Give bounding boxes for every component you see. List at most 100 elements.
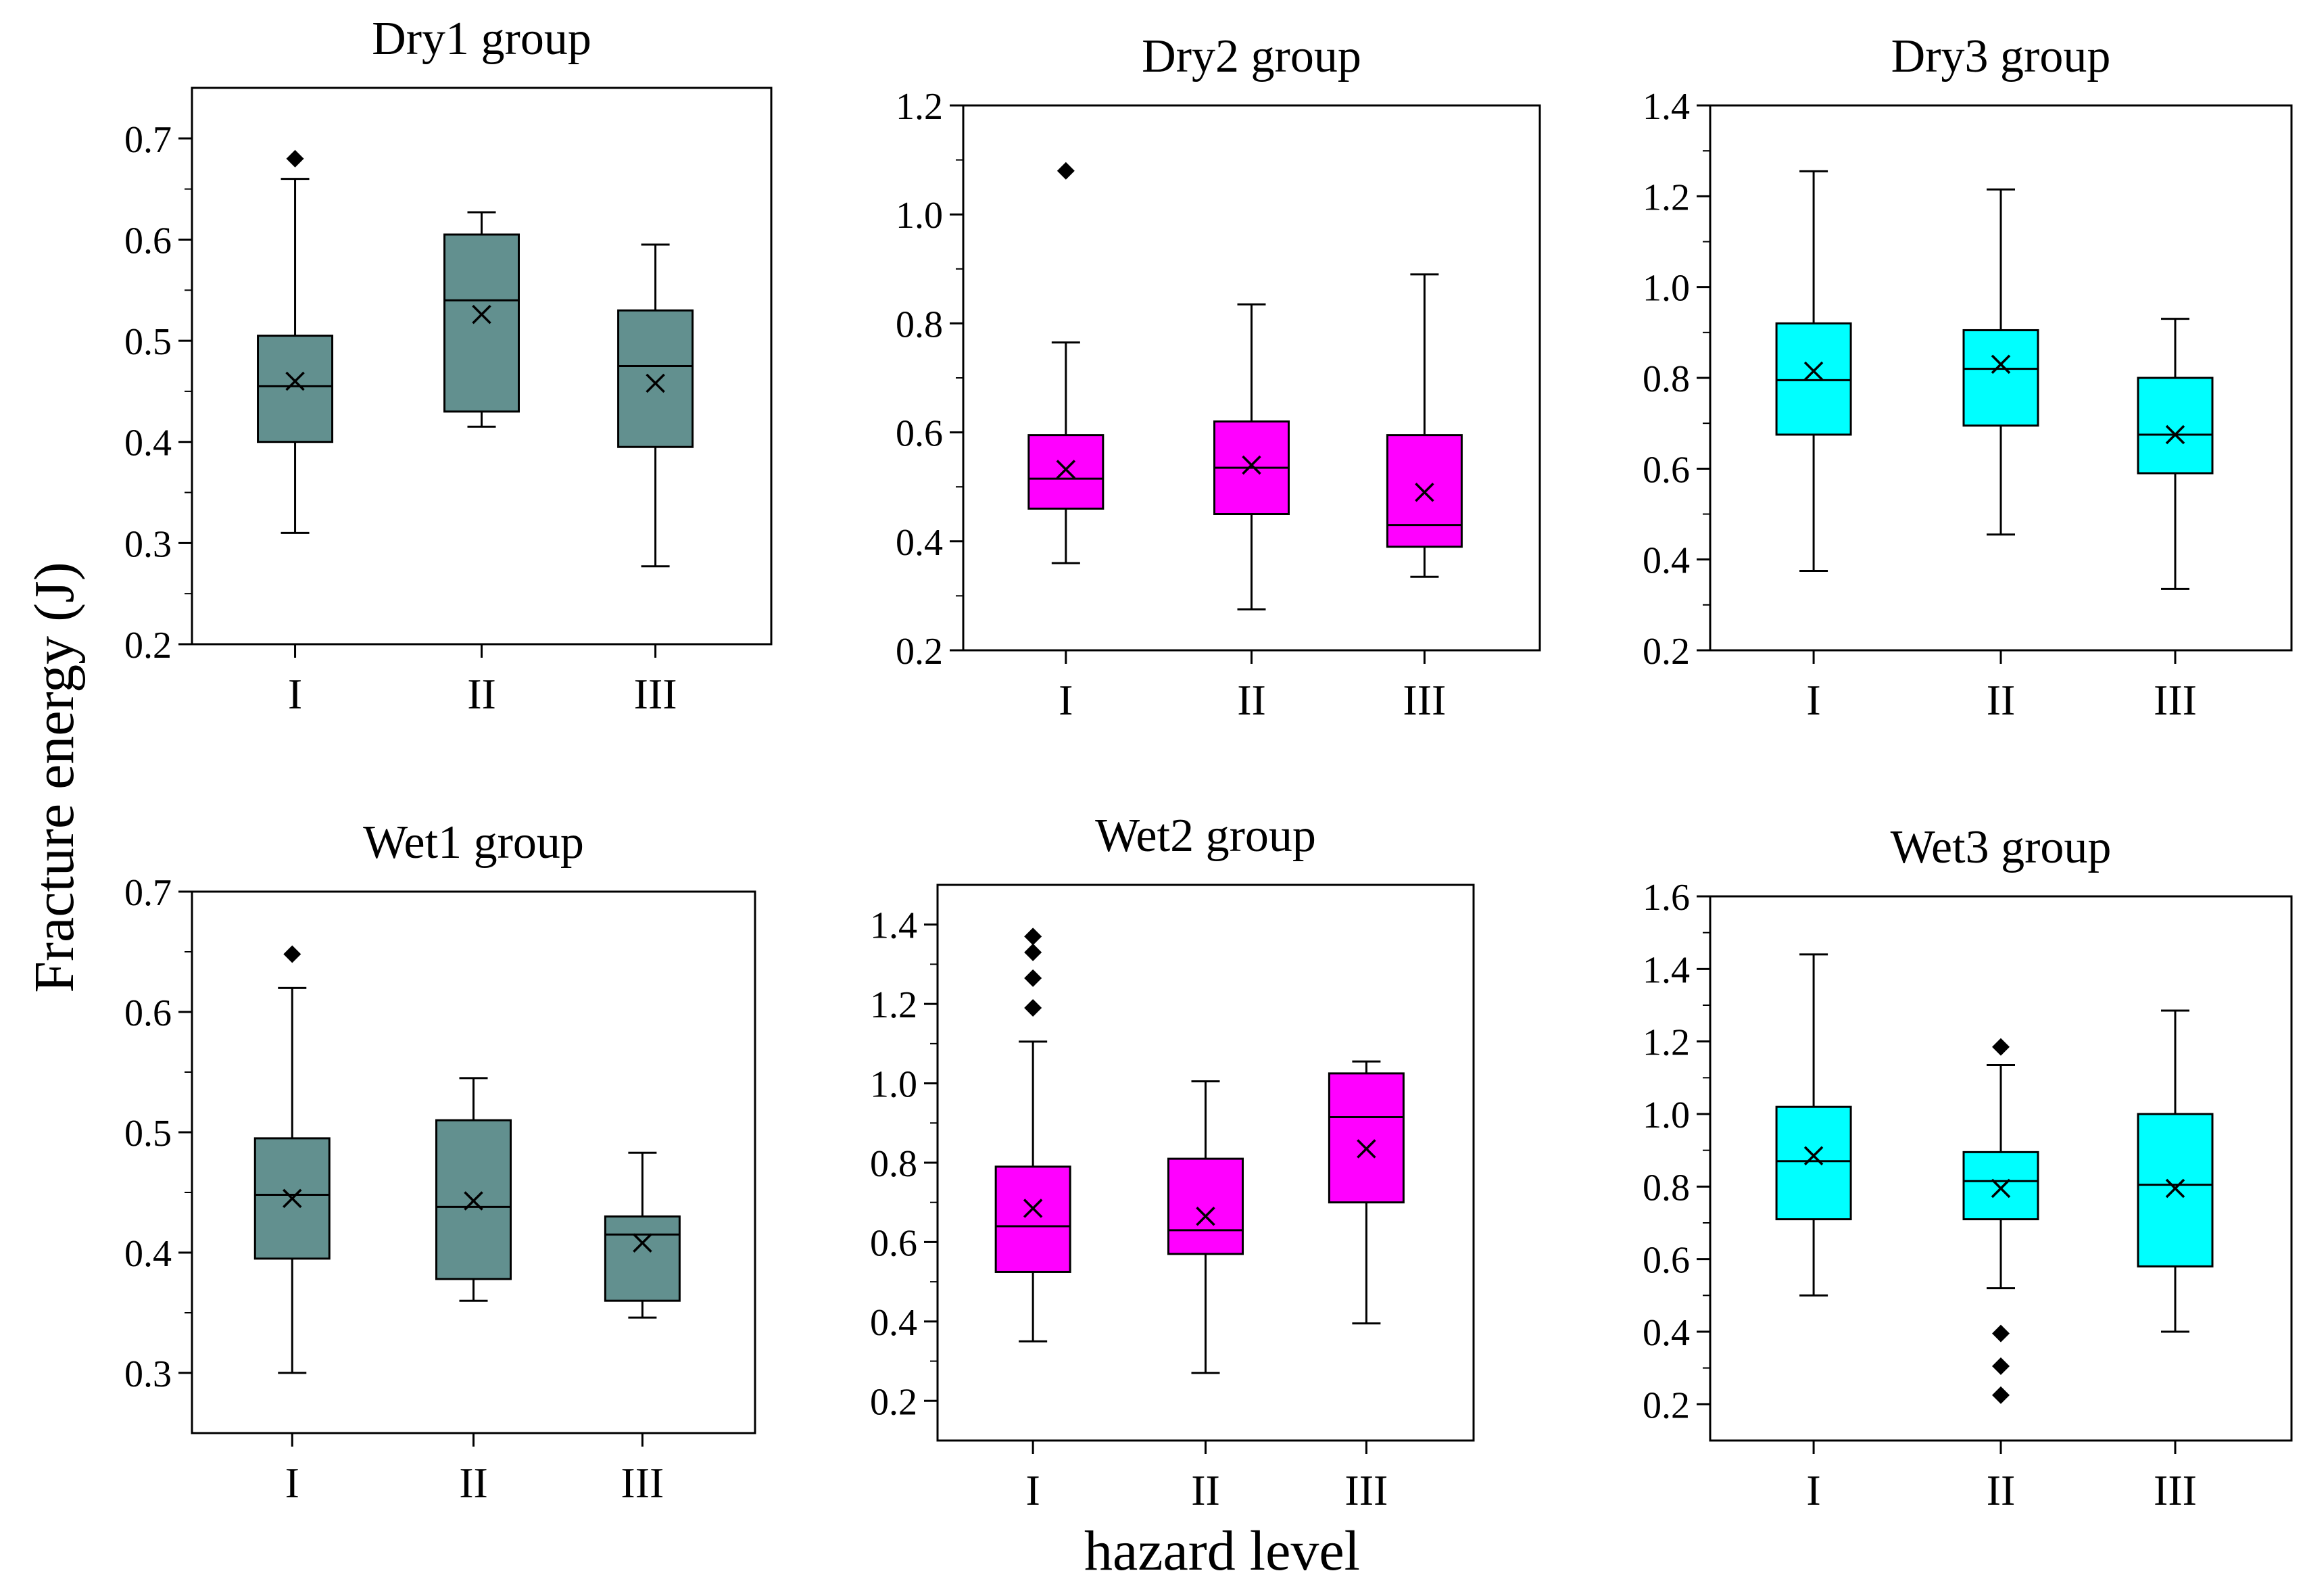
y-tick-label: 1.0 [1643,1094,1690,1136]
outlier-point [1992,1038,2010,1056]
y-tick-label: 0.2 [870,1381,917,1423]
box-III [1386,273,1463,578]
y-tick-label: 0.5 [124,321,172,363]
mean-marker [1991,1178,2011,1199]
y-tick-label: 1.0 [870,1064,917,1106]
chart-title: Wet2 group [1095,810,1316,862]
box-body [1775,322,1852,436]
y-tick-label: 1.4 [1643,86,1690,128]
box-body [257,335,334,443]
y-tick-label: 0.6 [896,413,943,455]
y-tick-label: 0.4 [124,1233,172,1275]
y-tick-label: 0.4 [870,1302,917,1344]
box-III [2137,1009,2214,1333]
x-tick-label: III [634,670,677,718]
y-tick-label: 0.6 [124,220,172,262]
box-I [994,927,1071,1343]
chart-title: Wet3 group [1891,821,2112,873]
outlier-point [286,149,304,168]
y-tick-label: 0.3 [124,1353,172,1395]
mean-marker [1803,1146,1824,1165]
box-I [253,945,331,1374]
x-tick-label: I [1025,1466,1040,1514]
mean-marker [1357,1139,1376,1159]
y-tick-label: 0.8 [870,1143,917,1185]
y-tick-label: 1.2 [1643,176,1690,218]
x-tick-label: II [1987,676,2016,724]
y-tick-label: 1.2 [1643,1022,1690,1064]
box-III [1328,1060,1405,1325]
box-II [1962,1038,2039,1404]
outlier-point [1992,1324,2010,1343]
y-tick-label: 0.6 [124,992,172,1034]
y-tick-label: 0.5 [124,1113,172,1155]
mean-marker [646,373,665,393]
y-tick-label: 0.4 [896,522,943,564]
y-tick-label: 1.0 [896,195,943,237]
y-tick-label: 0.4 [1643,1312,1690,1354]
box-II [1167,1080,1244,1374]
mean-marker [285,371,305,391]
box-III [604,1151,681,1319]
x-tick-label: II [1191,1466,1220,1514]
mean-marker [1991,354,2011,374]
box-body [1167,1157,1244,1255]
y-tick-label: 1.0 [1643,268,1690,310]
x-tick-label: II [1237,676,1266,724]
x-tick-label: III [2154,1466,2197,1514]
x-tick-label: II [459,1459,488,1507]
box-II [1213,303,1290,611]
y-tick-label: 0.6 [1643,449,1690,491]
box-body [1962,329,2039,427]
chart-title: Dry3 group [1891,30,2111,82]
y-tick-label: 1.2 [896,86,943,128]
y-tick-label: 0.3 [124,523,172,565]
mean-marker [472,304,491,324]
outlier-point [1057,162,1075,180]
outlier-point [1024,999,1042,1017]
y-tick-label: 0.7 [124,872,172,914]
mean-marker [1415,483,1434,502]
x-tick-label: III [2154,676,2197,724]
box-I [1027,162,1105,564]
y-tick-label: 0.2 [1643,631,1690,673]
y-axis-label: Fracture energy (J) [23,562,86,993]
chart-title: Dry2 group [1142,30,1361,82]
y-tick-label: 0.4 [124,422,172,464]
y-tick-label: 0.8 [1643,1167,1690,1209]
box-II [1962,188,2039,536]
x-axis-label: hazard level [1084,1520,1360,1582]
x-tick-label: I [1806,1466,1820,1514]
y-tick-label: 0.8 [896,304,943,345]
mean-marker [2165,1178,2185,1199]
y-tick-label: 0.6 [870,1222,917,1264]
box-body [617,309,694,448]
y-tick-label: 1.6 [1643,877,1690,919]
outlier-point [1992,1357,2010,1375]
outlier-point [1024,943,1042,961]
y-tick-label: 1.2 [870,984,917,1026]
outlier-point [283,945,301,963]
mean-marker [1056,460,1076,479]
y-tick-label: 0.7 [124,119,172,161]
box-body [2137,1113,2214,1267]
outlier-point [1024,927,1042,946]
box-body [1775,1105,1852,1221]
box-II [435,1077,512,1302]
mean-marker [1023,1199,1043,1218]
box-body [604,1215,681,1302]
y-tick-label: 0.4 [1643,540,1690,582]
chart-title: Wet1 group [363,817,584,869]
mean-marker [1242,455,1261,475]
outlier-point [1992,1386,2010,1404]
x-tick-label: I [1059,676,1073,724]
y-tick-label: 0.8 [1643,358,1690,400]
x-tick-label: II [1987,1466,2016,1514]
